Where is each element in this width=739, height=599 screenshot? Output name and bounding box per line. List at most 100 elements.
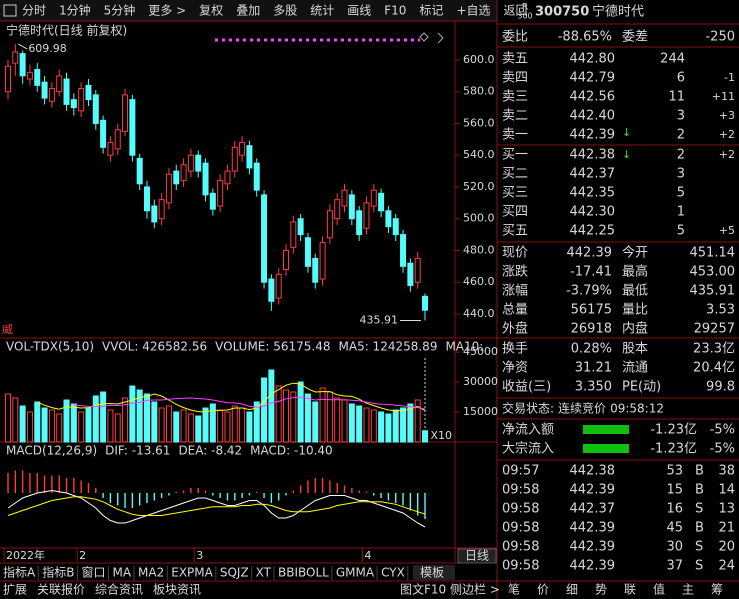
toolbar-item[interactable]: 多股 (273, 4, 297, 18)
volume-bar (356, 405, 363, 443)
stat-value: 29257 (694, 322, 735, 337)
candle-body (56, 75, 63, 93)
diamond-icon[interactable] (419, 32, 429, 42)
side-tab[interactable]: 细 (566, 583, 578, 597)
side-tab[interactable]: 笔 (508, 582, 520, 597)
book-label: 卖四 (502, 71, 528, 86)
trade-price: 442.39 (570, 559, 616, 574)
stat-value: 0.28% (571, 342, 612, 357)
stat-value: 451.14 (690, 246, 736, 261)
bottom-tab[interactable]: 图文F10 (400, 582, 446, 597)
candle-body (85, 84, 92, 101)
book-label: 卖一 (502, 128, 528, 143)
bottom-tab[interactable]: GMMA (336, 566, 375, 580)
bottom-tab[interactable]: 指标A (3, 565, 36, 580)
volume-header: MA5: 124258.89 (339, 340, 438, 354)
toolbar-item[interactable]: 更多 > (148, 4, 186, 18)
candle-body (341, 189, 348, 207)
side-tab[interactable]: 联 (624, 583, 636, 597)
stat-label: 最高 (622, 264, 648, 280)
stat-label: 量比 (622, 303, 648, 318)
side-tab[interactable]: 值 (653, 582, 665, 597)
trade-price: 442.39 (570, 521, 616, 536)
bottom-tab[interactable]: 综合资讯 (95, 582, 143, 597)
book-price: 442.40 (570, 109, 616, 124)
toolbar-item[interactable]: 标记 (419, 4, 443, 18)
toolbar-item[interactable]: 1分钟 (59, 3, 91, 18)
candle-body (107, 142, 114, 156)
bottom-tab[interactable]: MA (112, 566, 131, 580)
candle-body (407, 262, 414, 286)
period-button[interactable] (457, 548, 497, 564)
bottom-tab[interactable]: CYX (381, 566, 405, 580)
y-tick-label: 15000 (463, 405, 498, 418)
volume-bar (414, 399, 421, 443)
trade-price: 442.39 (570, 483, 616, 498)
high-annotation: 609.98 (28, 42, 67, 55)
candle-body (165, 173, 172, 204)
volume-bar (180, 409, 187, 443)
volume-bar (370, 409, 377, 443)
bottom-tab[interactable]: EXPMA (171, 566, 213, 580)
badge: R (522, 3, 528, 13)
toolbar-icon[interactable] (3, 4, 17, 17)
bottom-tab[interactable]: BBIBOLL (278, 566, 329, 580)
collapse-icon[interactable] (437, 32, 444, 44)
toolbar-item[interactable]: 叠加 (236, 4, 260, 18)
trade-time: 09:58 (502, 483, 539, 498)
book-volume: 3 (677, 109, 685, 124)
bottom-tab[interactable]: SQJZ (220, 566, 249, 580)
side-tab[interactable]: 筹 (711, 583, 723, 597)
candle-body (414, 257, 421, 283)
trade-time: 09:58 (502, 540, 539, 555)
toolbar-item[interactable]: 画线 (347, 4, 371, 18)
stat-value: 435.91 (690, 284, 736, 299)
volume-bar (158, 407, 165, 443)
stat-value: 3.350 (575, 380, 612, 395)
trade-volume: 30 (666, 540, 683, 555)
toolbar-item[interactable]: 统计 (310, 4, 334, 18)
bottom-tab[interactable]: 板块资讯 (153, 583, 201, 597)
book-price: 442.35 (570, 186, 616, 201)
book-volume: 6 (677, 71, 685, 86)
toolbar-item[interactable]: 返回 (504, 4, 528, 18)
candle-body (304, 237, 311, 267)
toolbar-item[interactable]: F10 (384, 4, 406, 18)
bottom-tab[interactable]: MA2 (138, 566, 164, 580)
bottom-tab[interactable]: 扩展 (3, 583, 27, 597)
side-tab[interactable]: 主 (682, 583, 694, 597)
bottom-tab[interactable]: XT (256, 566, 272, 580)
trade-count: 24 (718, 559, 735, 574)
toolbar-item[interactable]: +自选 (456, 4, 490, 18)
bottom-tab[interactable]: 指标B (42, 565, 74, 580)
bottom-tab[interactable]: 侧边栏 > (450, 582, 500, 597)
template-label[interactable]: 模板 (420, 566, 444, 580)
stat-label: 外盘 (502, 321, 528, 337)
book-change: +5 (719, 224, 735, 237)
flow-bar (583, 425, 629, 434)
bottom-tab[interactable]: 关联报价 (37, 582, 85, 597)
toolbar-item[interactable]: 复权 (199, 4, 223, 18)
bottom-tab[interactable]: 窗口 (81, 566, 105, 580)
trade-volume: 53 (666, 464, 683, 479)
stat-value: -17.41 (570, 265, 612, 280)
template-button[interactable] (413, 565, 455, 580)
side-tab[interactable]: 价 (537, 583, 549, 597)
x-tick-label: 2 (79, 549, 86, 562)
toolbar-item[interactable]: 5分钟 (104, 3, 136, 18)
book-volume: 3 (677, 167, 685, 182)
flow-pct: -5% (710, 423, 735, 438)
stat-value: 23.3亿 (693, 342, 735, 357)
volume-bar (231, 405, 238, 443)
volume-bar (422, 430, 428, 443)
book-price: 442.37 (570, 167, 616, 182)
candle-body (5, 65, 11, 93)
volume-bar (34, 401, 41, 443)
stock-name: 宁德时代 (592, 4, 644, 20)
value: -250 (705, 30, 735, 45)
period-button-label[interactable]: 日线 (465, 549, 489, 563)
side-tab[interactable]: 势 (595, 583, 607, 597)
toolbar-item[interactable]: 分时 (22, 4, 46, 18)
volume-bar (70, 403, 77, 443)
